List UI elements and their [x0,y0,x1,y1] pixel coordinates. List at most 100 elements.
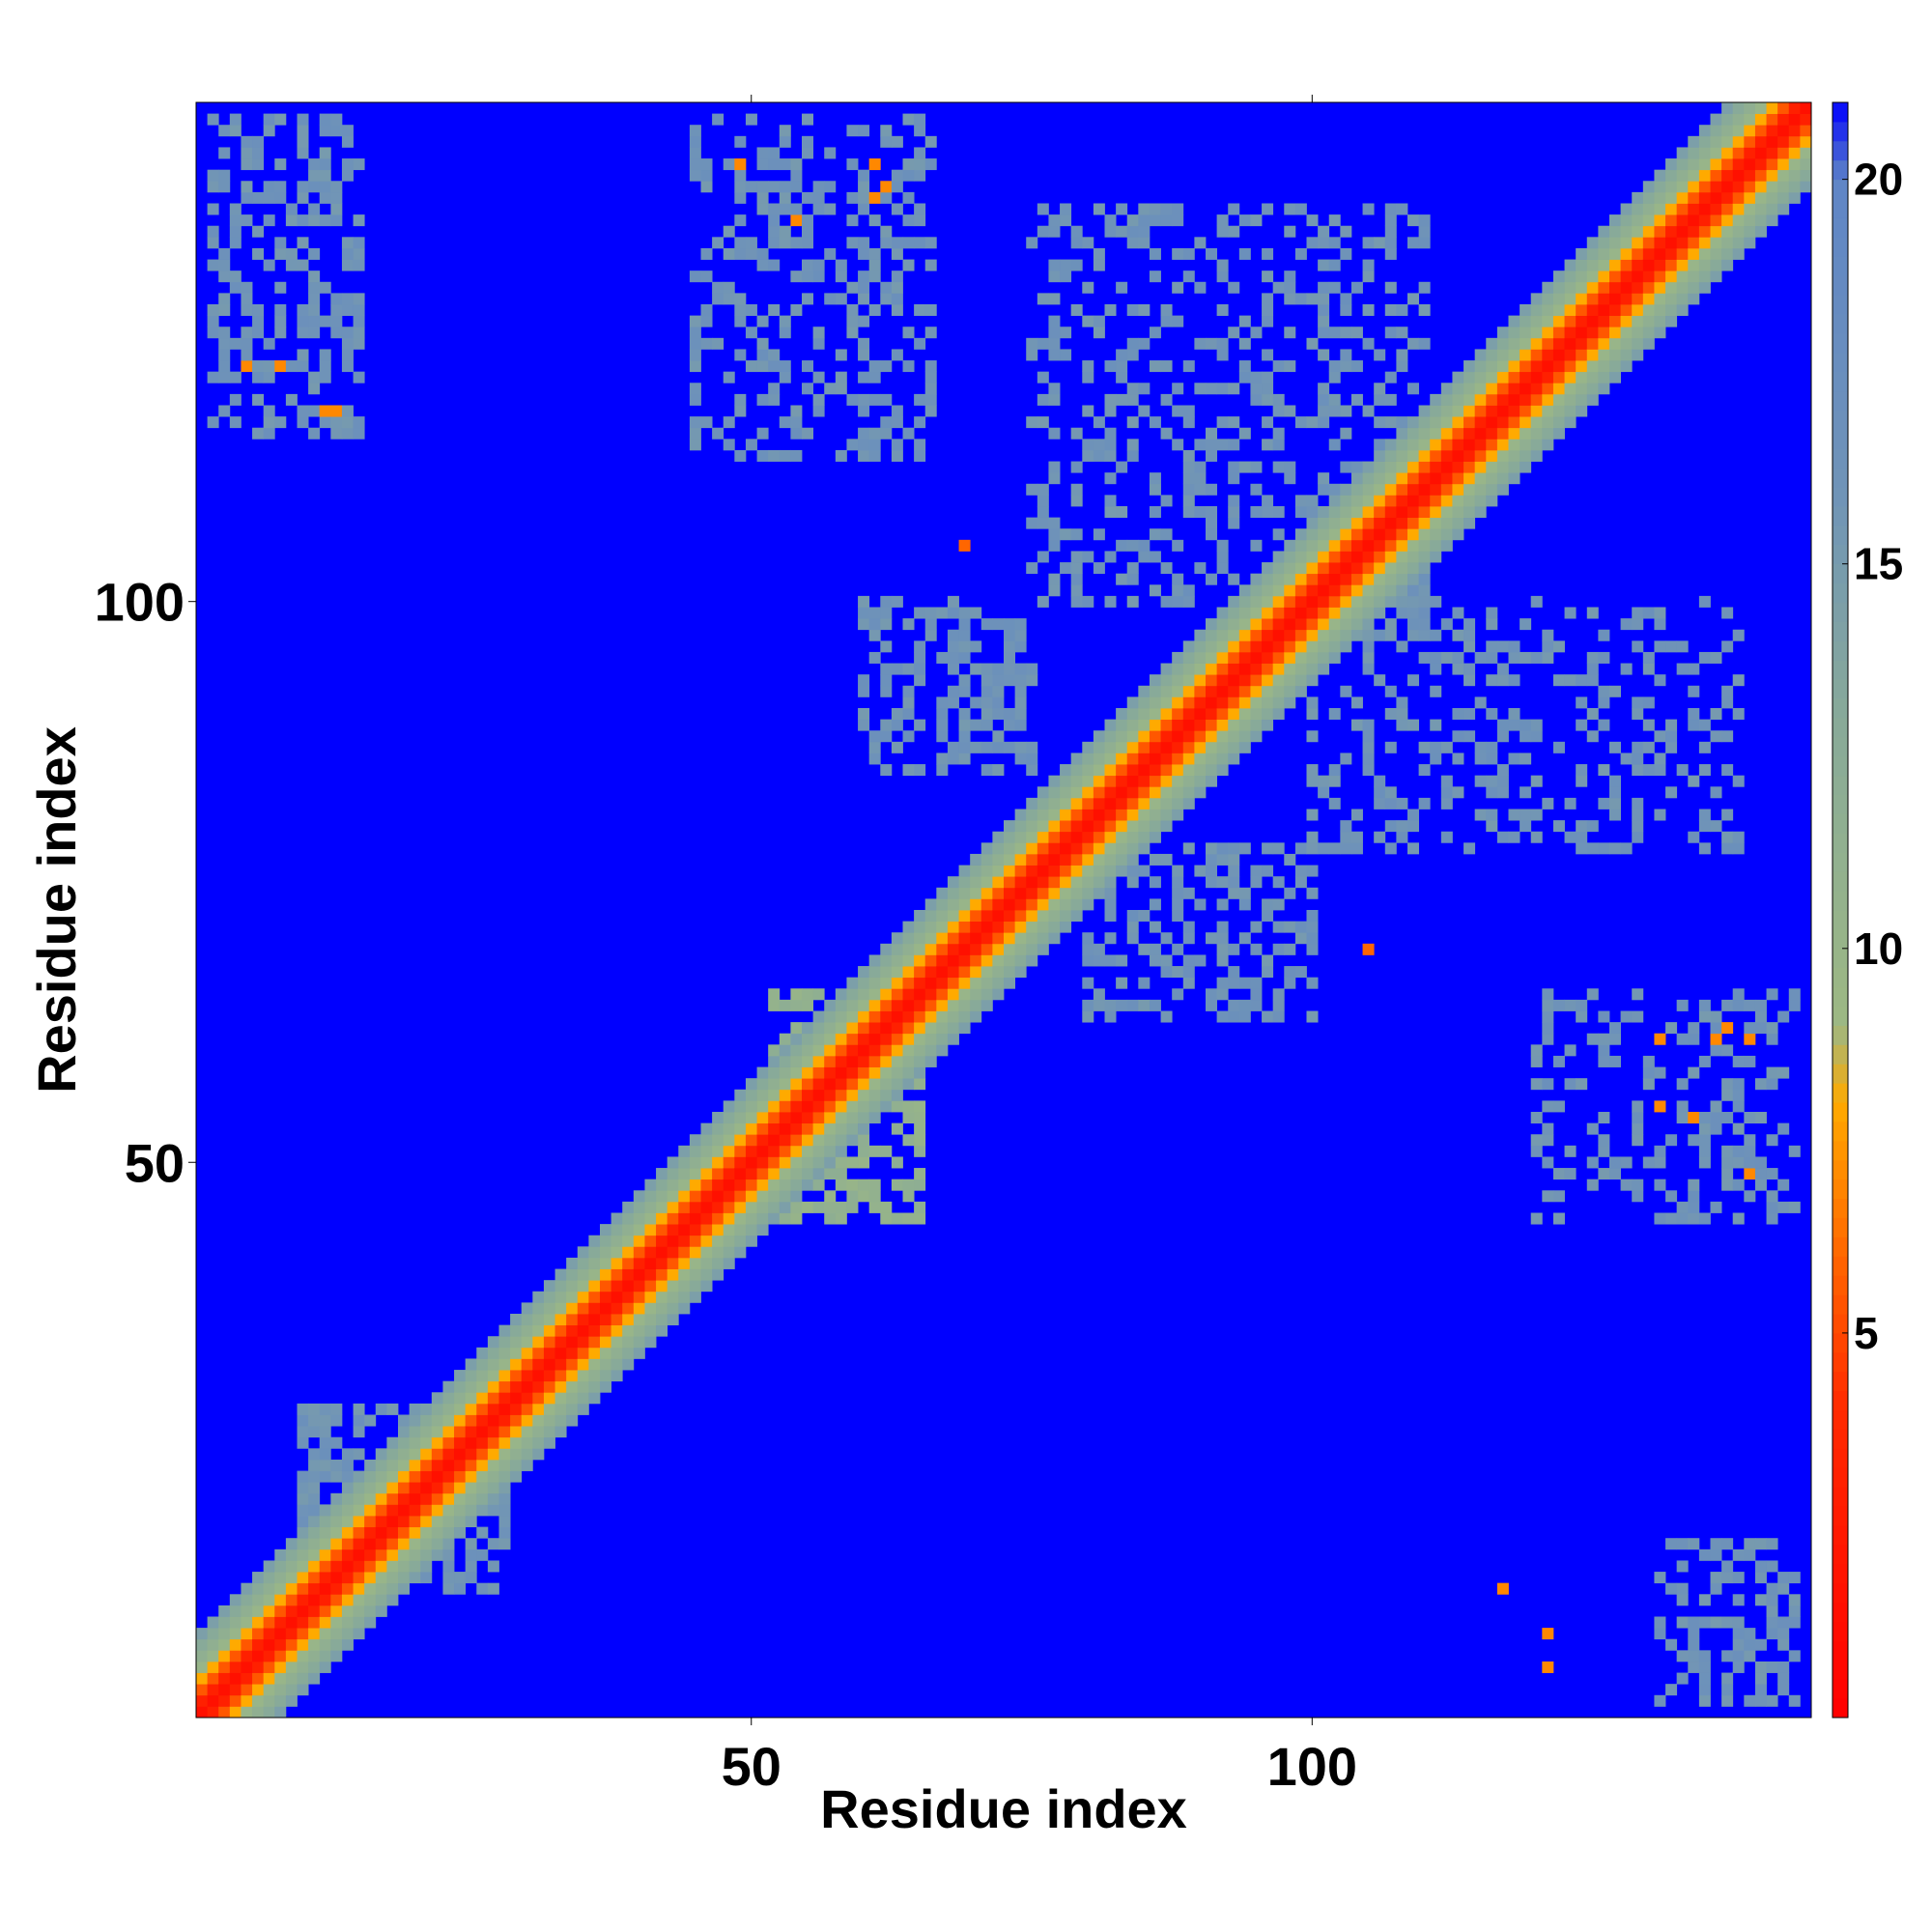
heatmap-cell [454,1470,467,1483]
heatmap-cell [588,1380,601,1393]
heatmap-cell [1732,1089,1745,1101]
heatmap-cell [1530,1055,1543,1067]
heatmap-cell [1552,349,1565,361]
heatmap-cell [1060,528,1072,541]
heatmap-cell [196,1661,209,1673]
heatmap-cell [1777,1661,1790,1673]
heatmap-cell [252,327,265,339]
heatmap-cell [341,1638,354,1651]
heatmap-cell [745,237,757,249]
heatmap-cell [1294,685,1307,697]
heatmap-cell [1014,708,1027,721]
heatmap-cell [880,225,893,238]
heatmap-cell [1396,539,1408,552]
heatmap-cell [868,741,881,753]
heatmap-cell [1172,203,1184,215]
heatmap-cell [1396,820,1408,833]
heatmap-cell [431,1448,443,1461]
heatmap-cell [330,1638,343,1651]
heatmap-cell [1160,719,1173,731]
heatmap-cell [1262,607,1274,619]
heatmap-cell [1250,730,1263,743]
heatmap-cell [734,1201,747,1213]
heatmap-cell [633,1302,645,1315]
heatmap-cell [252,1572,265,1584]
heatmap-cell [1060,797,1072,810]
heatmap-cell [1126,595,1139,608]
heatmap-cell [914,393,926,406]
heatmap-cell [1060,831,1072,843]
heatmap-cell [386,1482,399,1494]
heatmap-cell [667,1179,679,1191]
heatmap-cell [1586,708,1599,721]
heatmap-cell [308,1560,321,1573]
heatmap-cell [1530,1145,1543,1157]
heatmap-cell [880,640,893,653]
heatmap-cell [1609,304,1622,317]
heatmap-cell [846,1156,859,1169]
heatmap-cell [1172,651,1184,664]
heatmap-cell [891,741,903,753]
heatmap-cell [297,1403,309,1415]
heatmap-cell [454,1370,467,1382]
heatmap-cell [790,1022,803,1035]
heatmap-cell [958,865,971,877]
heatmap-cell [1216,225,1229,238]
heatmap-cell [252,304,265,317]
heatmap-cell [846,988,859,1001]
heatmap-cell [600,1358,612,1371]
heatmap-cell [1093,876,1105,889]
heatmap-cell [1754,1694,1767,1707]
heatmap-cell [958,629,971,641]
heatmap-cell [229,225,242,238]
heatmap-cell [566,1314,579,1326]
heatmap-cell [285,1672,298,1685]
heatmap-cell [1508,393,1520,406]
heatmap-cell [914,203,926,215]
heatmap-cell [1104,405,1117,417]
heatmap-cell [1474,495,1487,507]
heatmap-cell [734,449,747,462]
heatmap-cell [1362,551,1375,563]
heatmap-cell [667,1235,679,1247]
heatmap-cell [1318,573,1330,585]
heatmap-cell [1284,921,1296,933]
heatmap-cell [1665,719,1678,731]
heatmap-cell [1284,281,1296,294]
heatmap-cell [1721,158,1734,171]
heatmap-cell [1070,237,1083,249]
heatmap-cell [1520,304,1532,317]
heatmap-cell [1508,809,1520,821]
heatmap-cell [1486,371,1498,384]
heatmap-cell [1126,304,1139,317]
heatmap-cell [1418,461,1431,473]
heatmap-cell [1384,304,1397,317]
heatmap-cell [970,876,982,889]
heatmap-cell [611,1280,623,1293]
heatmap-cell [1496,730,1509,743]
heatmap-cell [1744,191,1756,204]
heatmap-cell [1362,539,1375,552]
colorbar-segment [1833,1409,1848,1430]
heatmap-cell [386,1470,399,1483]
heatmap-cell [1374,539,1386,552]
heatmap-cell [1262,898,1274,911]
heatmap-cell [554,1324,567,1337]
heatmap-cell [1418,225,1431,238]
heatmap-cell [1328,237,1341,249]
heatmap-cell [498,1492,511,1505]
heatmap-cell [723,1145,735,1157]
heatmap-cell [1530,809,1543,821]
heatmap-cell [532,1436,545,1449]
heatmap-cell [768,999,781,1011]
heatmap-cell [1216,898,1229,911]
heatmap-cell [802,1112,814,1124]
heatmap-cell [1520,393,1532,406]
heatmap-cell [858,1134,870,1147]
heatmap-cell [1206,730,1218,743]
heatmap-cell [712,1112,724,1124]
heatmap-cell [1520,349,1532,361]
heatmap-cell [1318,383,1330,395]
heatmap-cell [1486,775,1498,787]
heatmap-cell [1182,483,1195,496]
